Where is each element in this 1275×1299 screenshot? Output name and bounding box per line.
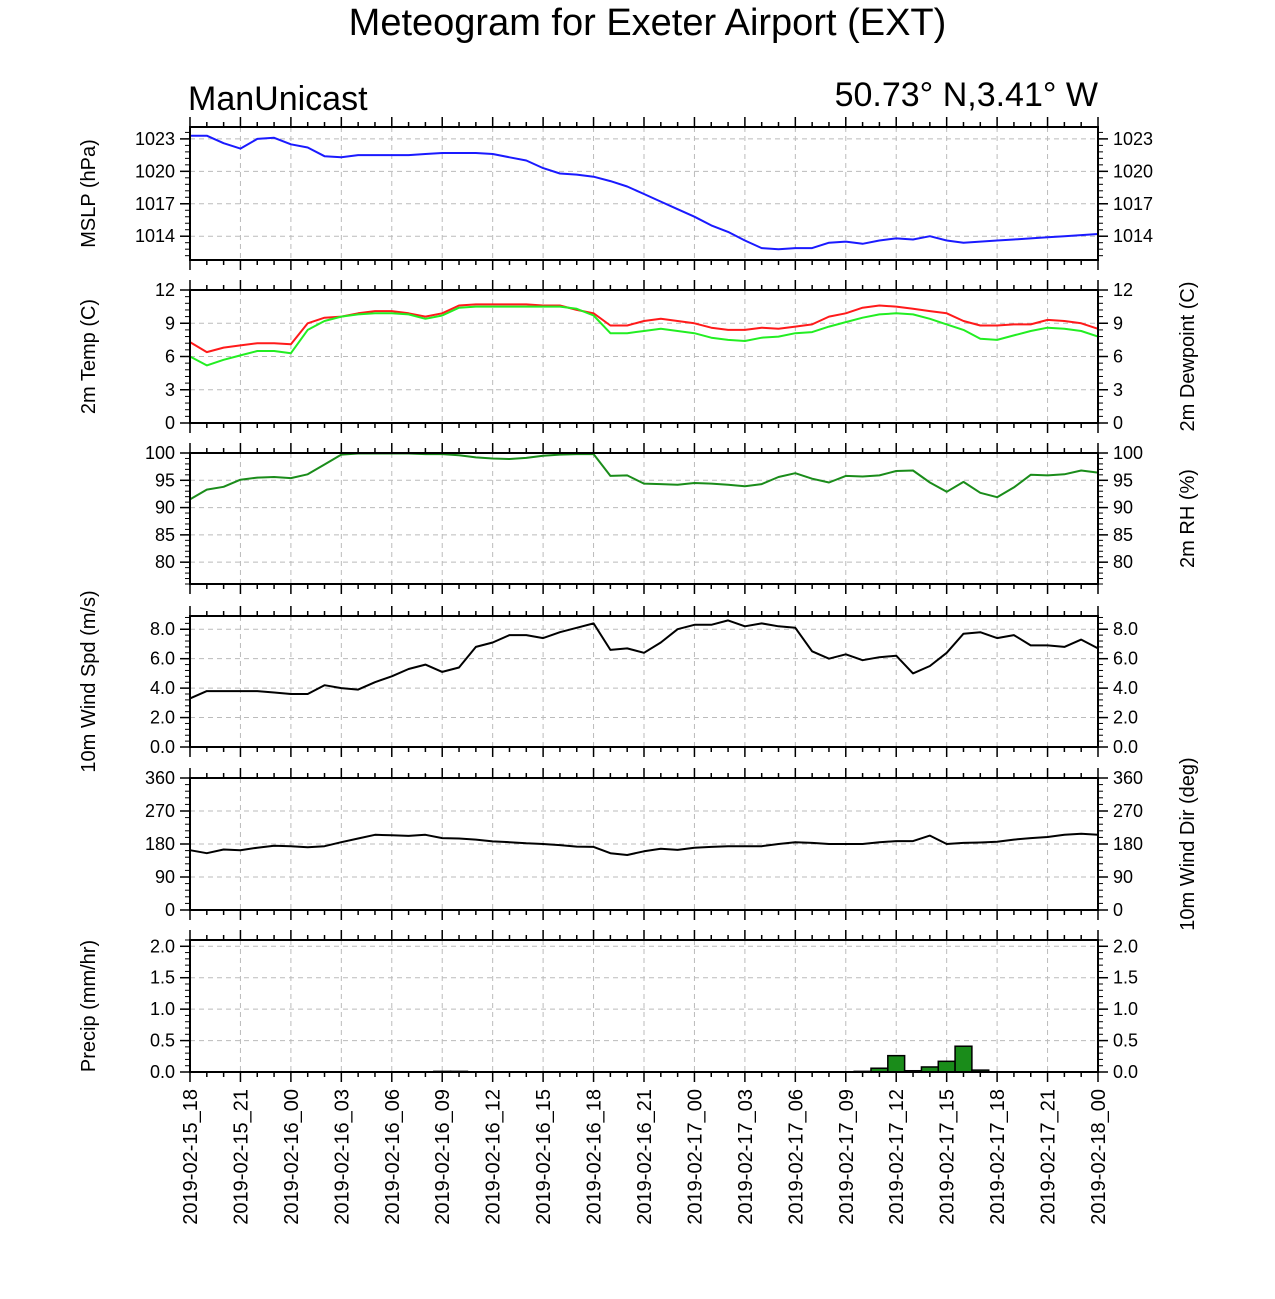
y-tick-label-right: 4.0 (1113, 678, 1138, 698)
y-tick-label-right: 180 (1113, 834, 1143, 854)
y-tick-label-left: 4.0 (150, 678, 175, 698)
y-tick-label-right: 90 (1113, 867, 1133, 887)
x-tick-label: 2019-02-17_12 (886, 1089, 908, 1225)
series-line-wind (189, 832, 1099, 856)
y-tick-label-left: 360 (145, 768, 175, 788)
model-label: ManUnicast (188, 80, 368, 118)
y-tick-label-right: 1023 (1113, 129, 1153, 149)
y-tick-label-left: 85 (155, 525, 175, 545)
x-tick-label: 2019-02-17_03 (735, 1089, 757, 1225)
y-tick-label-left: 0.5 (150, 1031, 175, 1051)
x-tick-label: 2019-02-17_18 (987, 1089, 1009, 1225)
y-tick-label-left: 6 (165, 347, 175, 367)
y-tick-label-left: 9 (165, 313, 175, 333)
y-tick-label-right: 0 (1113, 413, 1123, 433)
y-tick-label-left: 1023 (135, 129, 175, 149)
y-tick-label-left: 12 (155, 280, 175, 300)
y-tick-label-left: 270 (145, 801, 175, 821)
y-tick-label-right: 0.0 (1113, 737, 1138, 757)
y-tick-label-right: 0 (1113, 900, 1123, 920)
x-tick-label: 2019-02-18_00 (1088, 1089, 1110, 1225)
y-tick-label-left: 3 (165, 380, 175, 400)
x-tick-label: 2019-02-17_09 (836, 1089, 858, 1225)
x-tick-label: 2019-02-16_03 (331, 1089, 353, 1225)
y-tick-label-left: 95 (155, 470, 175, 490)
series-line-dewpoint (189, 305, 1099, 367)
y-tick-label-left: 2.0 (150, 936, 175, 956)
y-tick-label-right: 3 (1113, 380, 1123, 400)
x-tick-label: 2019-02-15_21 (230, 1089, 252, 1225)
series-line-wind (189, 619, 1099, 700)
y-tick-label-right: 100 (1113, 443, 1143, 463)
y-tick-label-right: 270 (1113, 801, 1143, 821)
y-tick-label-left: 1014 (135, 226, 175, 246)
x-tick-label: 2019-02-16_21 (634, 1089, 656, 1225)
y-tick-label-left: 2.0 (150, 708, 175, 728)
y-tick-label-left: 0.0 (150, 737, 175, 757)
x-tick-label: 2019-02-16_06 (382, 1089, 404, 1225)
y-tick-label-left: 1.0 (150, 999, 175, 1019)
y-tick-label-right: 0.0 (1113, 1062, 1138, 1082)
y-tick-label-right: 1.5 (1113, 968, 1138, 988)
y-tick-label-left: 1017 (135, 194, 175, 214)
y-tick-label-right: 1014 (1113, 226, 1153, 246)
x-tick-label: 2019-02-17_00 (684, 1089, 706, 1225)
y-tick-label-right: 0.5 (1113, 1031, 1138, 1051)
x-tick-label: 2019-02-16_18 (584, 1089, 606, 1225)
y-tick-label-left: 8.0 (150, 619, 175, 639)
y-tick-label-right: 2.0 (1113, 708, 1138, 728)
y-axis-title-left: 10m Wind Spd (m/s) (78, 590, 100, 772)
y-tick-label-left: 100 (145, 443, 175, 463)
y-tick-label-right: 9 (1113, 313, 1123, 333)
y-tick-label-right: 90 (1113, 498, 1133, 518)
y-tick-label-right: 2.0 (1113, 936, 1138, 956)
x-tick-label: 2019-02-16_00 (281, 1089, 303, 1225)
y-tick-label-right: 1020 (1113, 161, 1153, 181)
y-tick-label-right: 6 (1113, 347, 1123, 367)
x-tick-label: 2019-02-17_21 (1038, 1089, 1060, 1225)
y-tick-label-left: 1.5 (150, 968, 175, 988)
series-line-mslp (190, 134, 1099, 251)
y-tick-label-right: 1017 (1113, 194, 1153, 214)
x-tick-label: 2019-02-15_18 (180, 1089, 202, 1225)
y-tick-label-right: 8.0 (1113, 619, 1138, 639)
y-tick-label-right: 80 (1113, 552, 1133, 572)
y-tick-label-left: 180 (145, 834, 175, 854)
x-tick-label: 2019-02-17_06 (785, 1089, 807, 1225)
y-axis-title-right: 10m Wind Dir (deg) (1177, 757, 1199, 930)
precip-bar (887, 1054, 906, 1073)
y-tick-label-left: 1020 (135, 161, 175, 181)
x-tick-label: 2019-02-16_15 (533, 1089, 555, 1225)
y-axis-title-left: 2m Temp (C) (78, 299, 100, 414)
y-tick-label-right: 360 (1113, 768, 1143, 788)
y-axis-title-left: MSLP (hPa) (78, 139, 100, 248)
y-axis-title-right: 2m RH (%) (1177, 469, 1199, 568)
y-tick-label-left: 6.0 (150, 649, 175, 669)
y-tick-label-left: 0 (165, 900, 175, 920)
y-tick-label-left: 90 (155, 498, 175, 518)
y-axis-title-right: 2m Dewpoint (C) (1177, 281, 1199, 431)
series-line-rh (189, 452, 1099, 501)
x-tick-label: 2019-02-17_15 (937, 1089, 959, 1225)
y-tick-label-left: 0.0 (150, 1062, 175, 1082)
page-title: Meteogram for Exeter Airport (EXT) (348, 2, 947, 44)
y-tick-label-right: 1.0 (1113, 999, 1138, 1019)
y-tick-label-right: 12 (1113, 280, 1133, 300)
y-tick-label-left: 80 (155, 552, 175, 572)
y-tick-label-left: 0 (165, 413, 175, 433)
precip-bar (954, 1045, 973, 1073)
x-tick-label: 2019-02-16_12 (483, 1089, 505, 1225)
x-tick-label: 2019-02-16_09 (432, 1089, 454, 1225)
y-axis-title-left: Precip (mm/hr) (78, 940, 100, 1072)
precip-bar (937, 1060, 956, 1073)
y-tick-label-left: 90 (155, 867, 175, 887)
y-tick-label-right: 85 (1113, 525, 1133, 545)
y-tick-label-right: 95 (1113, 470, 1133, 490)
y-tick-label-right: 6.0 (1113, 649, 1138, 669)
coordinates-label: 50.73° N,3.41° W (834, 76, 1098, 114)
